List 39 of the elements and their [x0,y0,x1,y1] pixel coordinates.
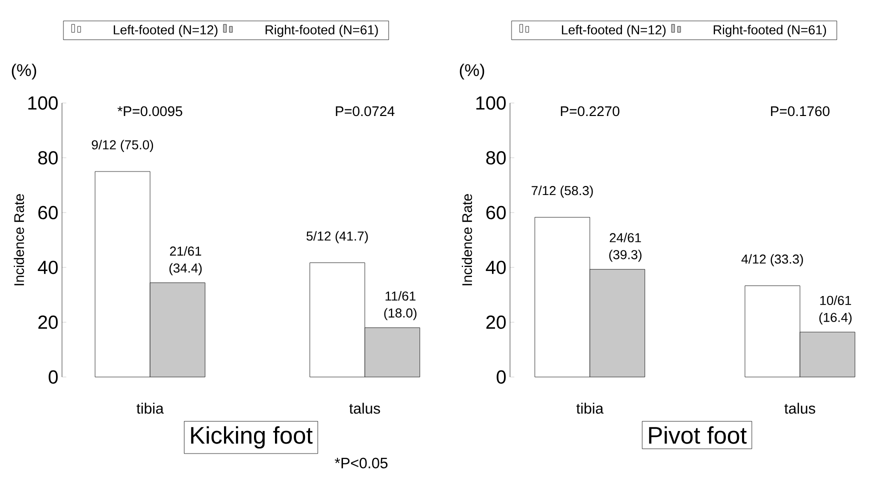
y-tick-label: 0 [496,370,506,384]
annotation: *P=0.0095 [118,106,182,116]
annotation: P=0.0724 [336,106,394,116]
x-tick-label: talus [349,402,380,414]
y-tick-label: 40 [38,260,58,274]
text: *P<0.05 [334,458,388,468]
y-tick-label: 100 [476,96,506,110]
y-axis-title: Incidence Rate [14,194,24,286]
text: (%) [460,64,484,80]
data-label: 9/12 (75.0) [92,140,154,152]
data-label: 7/12 (58.3) [532,186,593,198]
text: (%) [12,64,36,80]
x-tick-label: talus [784,402,816,414]
y-tick-label: 40 [486,260,506,274]
x-axis-title: Pivot foot [649,426,747,444]
legend-label: Left-footed (N=12) [562,24,666,37]
data-label: 4/12 (33.3) [741,254,803,266]
y-tick-label: 20 [486,315,506,329]
y-axis-title: Incidence Rate [462,194,472,286]
legend-label: Left-footed (N=12) [114,24,218,37]
data-label: 21/61 (34.4) [169,246,202,276]
y-tick-label: 80 [486,151,506,164]
data-label: 24/61 (39.3) [609,232,642,262]
y-tick-label: 20 [38,315,58,329]
text: Right-footed (N=61) [266,24,378,37]
data-label: 11/61 (18.0) [384,291,416,320]
x-tick-label: tibia [136,402,164,414]
y-tick-label: 60 [38,206,58,220]
text: Right-footed (N=61) [714,24,826,37]
x-tick-label: tibia [576,402,604,414]
y-tick-label: 60 [486,206,506,220]
y-tick-label: 80 [38,151,58,164]
x-axis-title: Kicking foot [191,426,313,449]
y-tick-label: 0 [48,370,58,384]
data-label: 10/61 (16.4) [819,296,852,325]
annotation: P=0.2270 [560,106,620,116]
y-tick-label: 100 [28,96,58,110]
data-label: 5/12 (41.7) [306,231,368,244]
annotation: P=0.1760 [771,106,830,116]
